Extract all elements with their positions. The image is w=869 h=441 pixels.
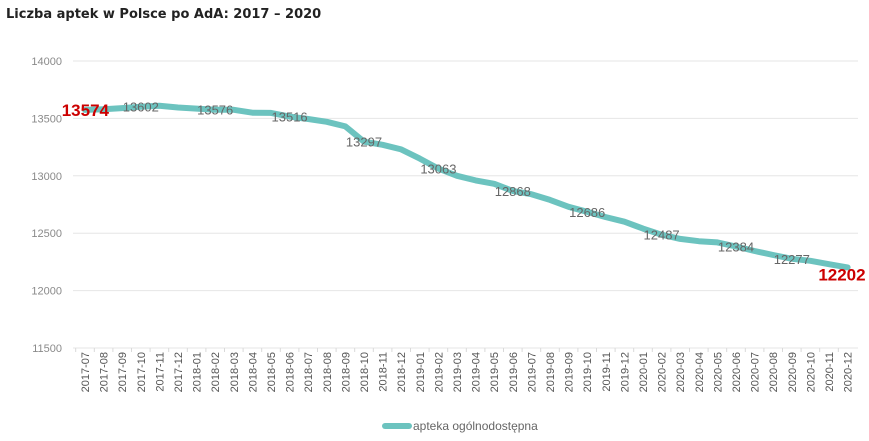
x-tick-label: 2018-11 [378, 352, 390, 392]
data-label: 13063 [420, 162, 456, 177]
x-tick-label: 2017-07 [80, 352, 92, 392]
y-tick-label: 12500 [31, 228, 62, 240]
data-label: 13297 [346, 135, 382, 150]
y-tick-label: 13500 [31, 113, 62, 125]
data-label: 12277 [774, 252, 810, 267]
x-tick-label: 2017-11 [154, 352, 166, 392]
series-line [82, 102, 851, 271]
data-label: 13602 [123, 100, 159, 115]
x-tick-label: 2018-09 [340, 352, 352, 392]
data-label: 13516 [272, 110, 308, 125]
x-tick-label: 2019-11 [601, 352, 613, 392]
y-tick-label: 14000 [31, 56, 62, 68]
data-label: 12686 [569, 205, 605, 220]
x-tick-label: 2018-05 [266, 352, 278, 392]
x-tick-label: 2017-12 [173, 352, 185, 392]
data-label: 12487 [644, 228, 680, 243]
x-tick-label: 2019-05 [489, 352, 501, 392]
x-tick-label: 2019-07 [526, 352, 538, 392]
x-tick-label: 2018-03 [229, 352, 241, 392]
x-tick-label: 2020-11 [824, 352, 836, 392]
x-tick-label: 2020-10 [805, 352, 817, 392]
y-tick-label: 12000 [31, 286, 62, 298]
x-tick-label: 2020-04 [694, 352, 706, 392]
x-tick-label: 2017-10 [136, 352, 148, 392]
x-tick-label: 2018-08 [322, 352, 334, 392]
x-tick-label: 2020-09 [787, 352, 799, 392]
chart-title: Liczba aptek w Polsce po AdA: 2017 – 202… [6, 7, 322, 22]
x-tick-label: 2020-06 [731, 352, 743, 392]
x-tick-label: 2019-08 [545, 352, 557, 392]
x-tick-label: 2019-12 [619, 352, 631, 392]
x-tick-label: 2019-04 [471, 352, 483, 392]
x-tick-label: 2019-01 [415, 352, 427, 392]
x-tick-label: 2017-08 [99, 352, 111, 392]
y-tick-label: 11500 [32, 343, 62, 355]
x-tick-label: 2018-10 [359, 352, 371, 392]
x-tick-label: 2020-05 [712, 352, 724, 392]
x-tick-label: 2018-06 [285, 352, 297, 392]
data-label: 12202 [818, 265, 865, 284]
data-label: 12868 [495, 184, 531, 199]
x-tick-label: 2019-09 [564, 352, 576, 392]
x-tick-label: 2018-02 [210, 352, 222, 392]
x-tick-label: 2018-07 [303, 352, 315, 392]
data-label: 13576 [197, 103, 233, 118]
x-tick-label: 2020-07 [750, 352, 762, 392]
x-tick-label: 2019-10 [582, 352, 594, 392]
x-tick-label: 2020-12 [843, 352, 855, 392]
x-tick-label: 2018-01 [192, 352, 204, 392]
x-tick-label: 2020-08 [768, 352, 780, 392]
x-tick-label: 2020-02 [657, 352, 669, 392]
x-tick-label: 2020-03 [675, 352, 687, 392]
x-tick-label: 2018-04 [247, 352, 259, 392]
x-tick-label: 2020-01 [638, 352, 650, 392]
y-tick-label: 13000 [31, 171, 62, 183]
x-tick-label: 2019-03 [452, 352, 464, 392]
data-label: 13574 [62, 101, 110, 120]
legend-label: apteka ogólnodostępna [413, 419, 538, 433]
x-tick-label: 2019-06 [508, 352, 520, 392]
x-tick-label: 2017-09 [117, 352, 129, 392]
x-tick-label: 2019-02 [433, 352, 445, 392]
data-label: 12384 [718, 240, 754, 255]
x-tick-label: 2018-12 [396, 352, 408, 392]
